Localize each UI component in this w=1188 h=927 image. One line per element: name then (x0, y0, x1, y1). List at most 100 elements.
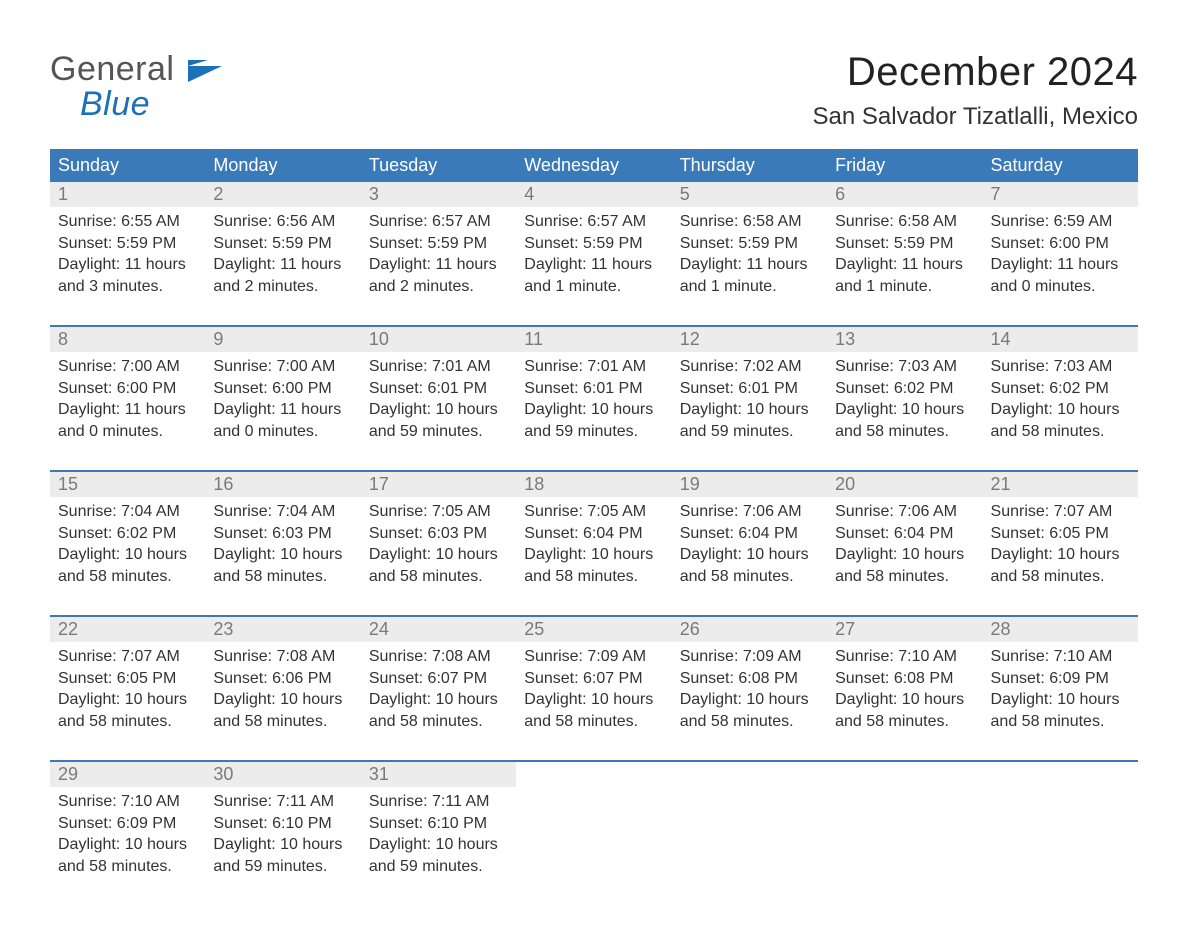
week-separator (50, 307, 1138, 327)
sunrise-text: Sunrise: 7:06 AM (835, 501, 974, 523)
daylight-text: Daylight: 10 hours (991, 544, 1130, 566)
daylight-text: Daylight: 10 hours (524, 689, 663, 711)
day-number (983, 762, 1138, 787)
daylight-text: Daylight: 11 hours (680, 254, 819, 276)
dow-tuesday: Tuesday (361, 149, 516, 182)
day-data: Sunrise: 7:09 AMSunset: 6:07 PMDaylight:… (516, 642, 671, 742)
day-data: Sunrise: 7:00 AMSunset: 6:00 PMDaylight:… (50, 352, 205, 452)
dow-sunday: Sunday (50, 149, 205, 182)
day-number (827, 762, 982, 787)
sunset-text: Sunset: 6:04 PM (524, 523, 663, 545)
day-number: 2 (205, 182, 360, 207)
daylight-text: and 0 minutes. (991, 276, 1130, 298)
week-separator (50, 597, 1138, 617)
dow-saturday: Saturday (983, 149, 1138, 182)
week-separator (50, 742, 1138, 762)
sunset-text: Sunset: 6:00 PM (58, 378, 197, 400)
daylight-text: and 58 minutes. (991, 566, 1130, 588)
dow-wednesday: Wednesday (516, 149, 671, 182)
month-title: December 2024 (813, 50, 1138, 95)
day-data: Sunrise: 7:10 AMSunset: 6:08 PMDaylight:… (827, 642, 982, 742)
sunset-text: Sunset: 6:04 PM (835, 523, 974, 545)
sunset-text: Sunset: 6:02 PM (991, 378, 1130, 400)
sunset-text: Sunset: 6:05 PM (58, 668, 197, 690)
sunrise-text: Sunrise: 6:58 AM (835, 211, 974, 233)
week-daynum-row: 891011121314 (50, 327, 1138, 352)
daylight-text: Daylight: 10 hours (835, 399, 974, 421)
sunset-text: Sunset: 5:59 PM (524, 233, 663, 255)
day-number: 21 (983, 472, 1138, 497)
sunrise-text: Sunrise: 7:07 AM (991, 501, 1130, 523)
sunset-text: Sunset: 6:08 PM (680, 668, 819, 690)
day-data: Sunrise: 7:08 AMSunset: 6:07 PMDaylight:… (361, 642, 516, 742)
sunrise-text: Sunrise: 7:11 AM (369, 791, 508, 813)
calendar-body: 1234567Sunrise: 6:55 AMSunset: 5:59 PMDa… (50, 182, 1138, 887)
day-number: 22 (50, 617, 205, 642)
sunset-text: Sunset: 6:02 PM (58, 523, 197, 545)
day-number: 6 (827, 182, 982, 207)
sunrise-text: Sunrise: 6:59 AM (991, 211, 1130, 233)
sunrise-text: Sunrise: 7:10 AM (835, 646, 974, 668)
sunrise-text: Sunrise: 6:58 AM (680, 211, 819, 233)
daylight-text: and 0 minutes. (213, 421, 352, 443)
day-number (516, 762, 671, 787)
day-number: 20 (827, 472, 982, 497)
daylight-text: Daylight: 10 hours (213, 834, 352, 856)
day-number: 30 (205, 762, 360, 787)
week-daydata-row: Sunrise: 7:00 AM Sunset: 6:00 PM Daylight:… (50, 352, 1138, 452)
daylight-text: Daylight: 11 hours (835, 254, 974, 276)
sunrise-text: Sunrise: 7:00 AM (213, 356, 352, 378)
day-number: 11 (516, 327, 671, 352)
daylight-text: and 58 minutes. (524, 566, 663, 588)
sunset-text: Sunset: 6:02 PM (835, 378, 974, 400)
day-data: Sunrise: 7:05 AMSunset: 6:03 PMDaylight:… (361, 497, 516, 597)
week-separator (50, 452, 1138, 472)
day-number: 12 (672, 327, 827, 352)
daylight-text: and 58 minutes. (58, 711, 197, 733)
daylight-text: Daylight: 10 hours (835, 689, 974, 711)
daylight-text: Daylight: 10 hours (58, 544, 197, 566)
dow-monday: Monday (205, 149, 360, 182)
week-daynum-row: 22232425262728 (50, 617, 1138, 642)
location-subtitle: San Salvador Tizatlalli, Mexico (813, 103, 1138, 131)
day-data: Sunrise: 6:59 AMSunset: 6:00 PMDaylight:… (983, 207, 1138, 307)
daylight-text: and 58 minutes. (58, 856, 197, 878)
page-header: General Blue December 2024 San Salvador … (50, 50, 1138, 131)
day-number: 9 (205, 327, 360, 352)
day-number (672, 762, 827, 787)
day-data: Sunrise: 7:10 AMSunset: 6:09 PMDaylight:… (50, 787, 205, 887)
day-data (672, 787, 827, 887)
daylight-text: Daylight: 10 hours (835, 544, 974, 566)
day-number: 4 (516, 182, 671, 207)
daylight-text: Daylight: 10 hours (58, 834, 197, 856)
sunset-text: Sunset: 6:01 PM (524, 378, 663, 400)
daylight-text: and 59 minutes. (213, 856, 352, 878)
day-number: 29 (50, 762, 205, 787)
sunset-text: Sunset: 6:10 PM (369, 813, 508, 835)
day-number: 14 (983, 327, 1138, 352)
daylight-text: Daylight: 10 hours (369, 834, 508, 856)
brand-logo: General Blue (50, 50, 224, 124)
week-daynum-row: 1234567 (50, 182, 1138, 207)
day-number: 31 (361, 762, 516, 787)
sunset-text: Sunset: 5:59 PM (680, 233, 819, 255)
daylight-text: and 58 minutes. (213, 711, 352, 733)
day-number: 23 (205, 617, 360, 642)
daylight-text: Daylight: 11 hours (213, 399, 352, 421)
week-daydata-row: Sunrise: 7:10 AMSunset: 6:09 PMDaylight:… (50, 787, 1138, 887)
daylight-text: and 58 minutes. (835, 421, 974, 443)
day-data: Sunrise: 7:11 AMSunset: 6:10 PMDaylight:… (361, 787, 516, 887)
daylight-text: Daylight: 10 hours (991, 399, 1130, 421)
sunset-text: Sunset: 5:59 PM (213, 233, 352, 255)
daylight-text: Daylight: 10 hours (680, 689, 819, 711)
day-data: Sunrise: 7:06 AMSunset: 6:04 PMDaylight:… (672, 497, 827, 597)
daylight-text: and 58 minutes. (991, 711, 1130, 733)
day-number: 10 (361, 327, 516, 352)
daylight-text: Daylight: 10 hours (213, 689, 352, 711)
sunrise-text: Sunrise: 7:10 AM (58, 791, 197, 813)
daylight-text: Daylight: 10 hours (680, 399, 819, 421)
sunset-text: Sunset: 6:00 PM (991, 233, 1130, 255)
daylight-text: Daylight: 10 hours (58, 689, 197, 711)
sunrise-text: Sunrise: 7:07 AM (58, 646, 197, 668)
sunrise-text: Sunrise: 7:09 AM (680, 646, 819, 668)
